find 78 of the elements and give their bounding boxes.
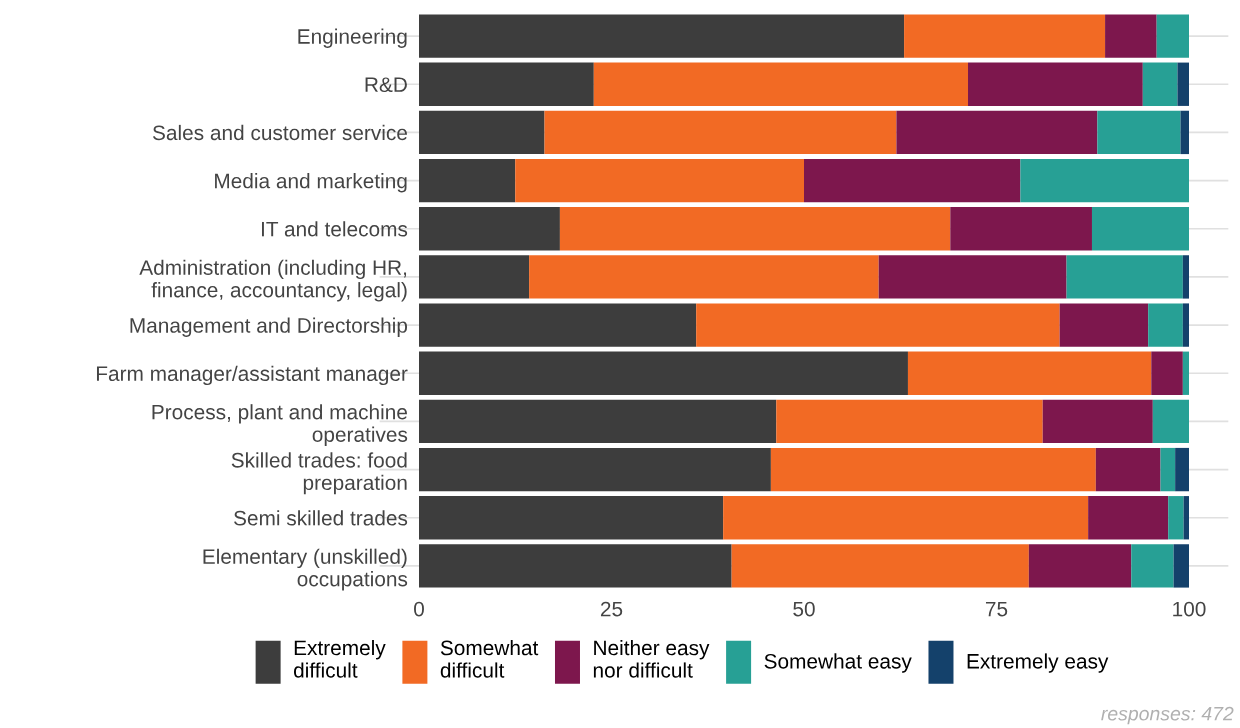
y-tick-label: Semi skilled trades [234, 510, 408, 526]
bar [776, 399, 1043, 444]
bar [419, 110, 545, 155]
bar [419, 62, 594, 106]
bar [1177, 62, 1189, 106]
bar [1180, 110, 1189, 155]
bar [1097, 110, 1181, 155]
bar [1095, 447, 1161, 492]
bar [419, 207, 560, 251]
bar [1088, 496, 1169, 540]
x-tick-label: 25 [600, 601, 623, 617]
y-tick-label: Elementary (unskilled) occupations [203, 548, 408, 591]
bar [1156, 14, 1189, 58]
bar [731, 544, 1029, 588]
bar [419, 303, 697, 347]
bar [1160, 447, 1176, 492]
y-tick-label: IT and telecoms [261, 221, 408, 237]
bar [419, 544, 732, 588]
bar [1059, 303, 1149, 347]
bar [1152, 399, 1189, 444]
bar [419, 447, 771, 492]
bar [1091, 207, 1189, 251]
bar [1028, 544, 1132, 588]
bar [968, 62, 1143, 106]
bar [1066, 255, 1183, 299]
legend-label: Somewhat difficult [440, 639, 539, 678]
bar [559, 207, 951, 251]
y-tick-label: Skilled trades: food preparation [231, 452, 407, 495]
bar [1175, 447, 1189, 492]
bar [419, 14, 905, 58]
text: responses: 472 [1101, 706, 1234, 725]
bar [878, 255, 1067, 299]
bar [1131, 544, 1174, 588]
bar [419, 496, 724, 540]
bar [593, 62, 969, 106]
y-tick-label: Engineering [298, 28, 407, 48]
bar [904, 14, 1106, 58]
bar [1182, 255, 1189, 299]
y-tick-label: Administration (including HR, finance, accountancy, legal) [139, 259, 407, 302]
bar [950, 207, 1092, 251]
bar [804, 158, 1021, 203]
bar [419, 255, 530, 299]
x-tick-label: 50 [793, 601, 815, 617]
bar [515, 158, 804, 203]
bar [907, 351, 1152, 395]
bar [1042, 399, 1153, 444]
bar [1020, 158, 1189, 203]
bar [1148, 303, 1183, 347]
bar [1183, 496, 1189, 540]
bar [1182, 303, 1189, 347]
bar [770, 447, 1096, 492]
bar [723, 496, 1089, 540]
bar [419, 399, 777, 444]
bar [896, 110, 1098, 155]
y-tick-label: Management and Directorship [130, 317, 408, 337]
bar [419, 158, 516, 203]
bar [1105, 14, 1157, 58]
bar [544, 110, 897, 155]
legend-label: Neither easy nor difficult [593, 639, 710, 678]
legend-label: Extremely easy [967, 653, 1109, 673]
x-tick-label: 100 [1173, 601, 1206, 617]
y-tick-label: Process, plant and machine operatives [152, 404, 408, 447]
bar [1151, 351, 1183, 395]
legend-label: Extremely difficult [294, 639, 386, 678]
y-tick-label: Sales and customer service [152, 124, 407, 141]
x-tick-label: 0 [414, 601, 424, 617]
bar [1168, 496, 1184, 540]
y-tick-label: Media and marketing [215, 173, 407, 193]
bar [1142, 62, 1178, 106]
bar [1173, 544, 1189, 588]
legend-label: Somewhat easy [764, 653, 912, 673]
y-tick-label: Farm manager/assistant manager [96, 365, 408, 386]
bar [529, 255, 879, 299]
x-tick-label: 75 [985, 601, 1008, 617]
bar [419, 351, 908, 395]
y-tick-label: R&D [365, 77, 407, 92]
bar [1182, 351, 1189, 395]
bar [696, 303, 1060, 347]
